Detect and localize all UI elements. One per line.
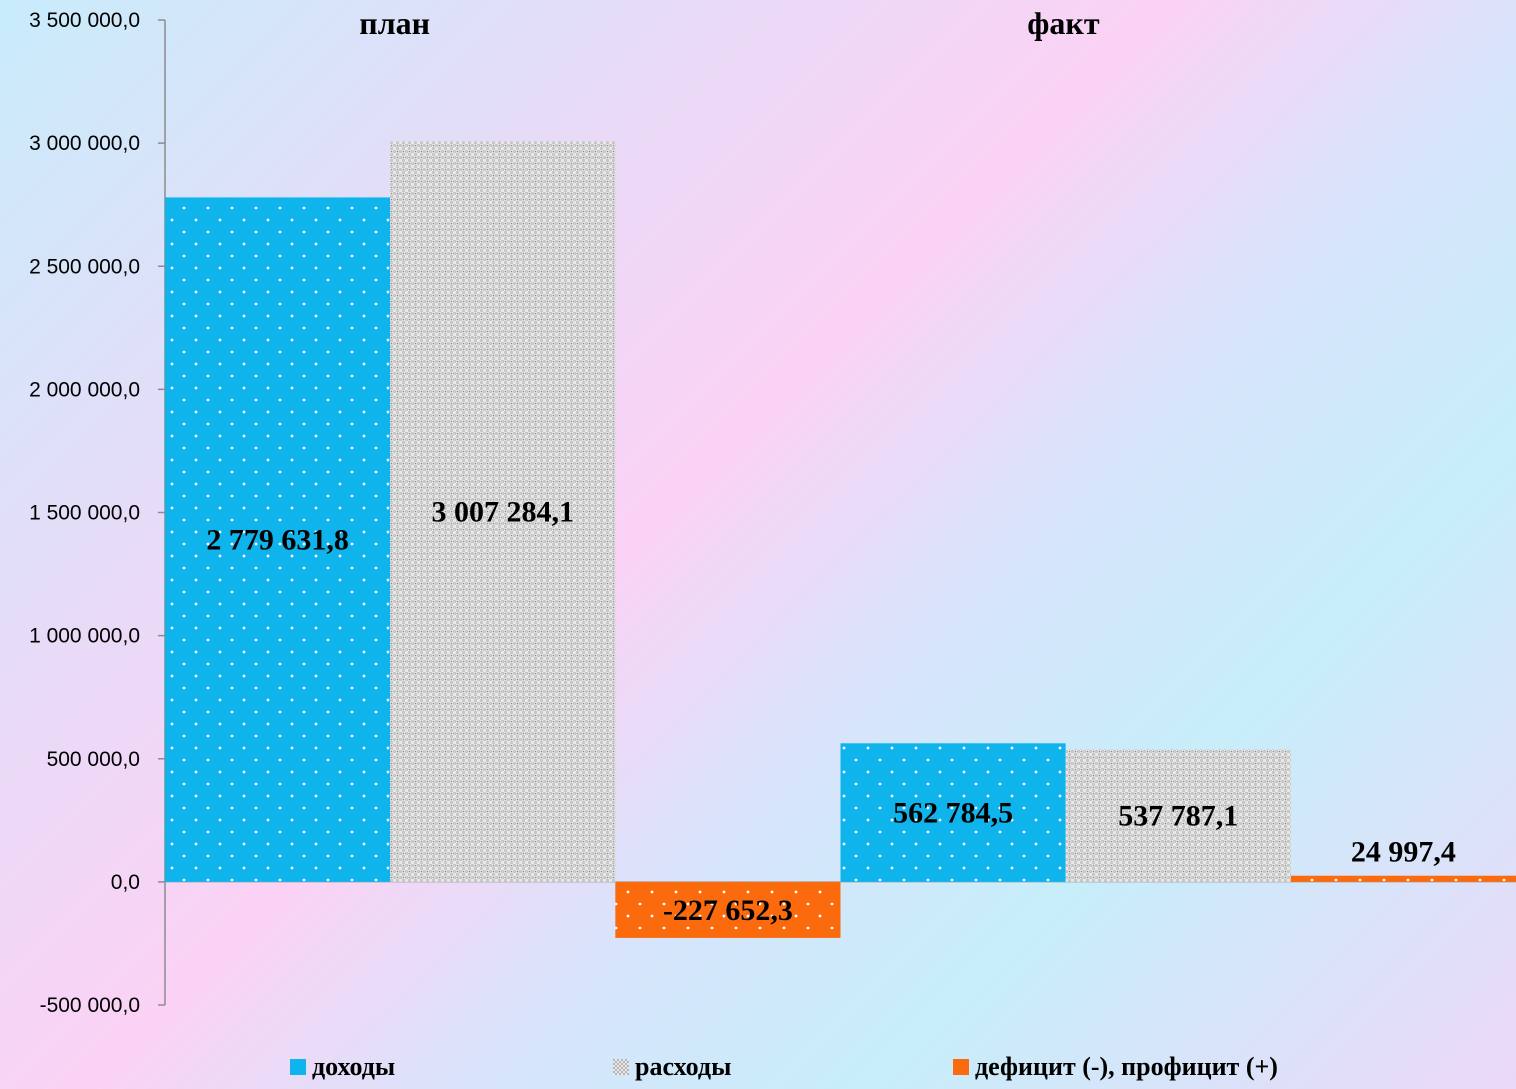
y-tick-label: 1 000 000,0: [29, 625, 140, 648]
y-tick-label: 2 500 000,0: [29, 255, 140, 278]
y-tick-label: 500 000,0: [47, 748, 140, 771]
group-titles: план факт: [359, 5, 1100, 41]
data-label: 3 007 284,1: [432, 496, 575, 529]
bars: [165, 141, 1516, 938]
legend-swatch: [613, 1059, 629, 1075]
legend-item: доходы: [290, 1052, 395, 1082]
bar: [390, 141, 616, 882]
legend-swatch: [953, 1059, 969, 1075]
data-label: 2 779 631,8: [206, 524, 349, 557]
y-tick-label: 3 000 000,0: [29, 132, 140, 155]
group-title: план: [359, 5, 430, 41]
bar: [1290, 875, 1516, 882]
y-tick-label: 2 000 000,0: [29, 378, 140, 401]
legend-label: доходы: [312, 1052, 396, 1081]
data-label: 24 997,4: [1351, 836, 1456, 869]
y-tick-label: 1 500 000,0: [29, 502, 140, 525]
bar: [615, 881, 841, 938]
legend-label: дефицит (-), профицит (+): [975, 1052, 1278, 1081]
y-axis: -500 000,0 0,0 500 000,0 1 000 000,0 1 500 0…: [29, 9, 1516, 1017]
data-label: 562 784,5: [893, 797, 1013, 830]
legend-swatch: [290, 1059, 306, 1075]
data-label: 537 787,1: [1118, 800, 1238, 833]
y-tick-label: 0,0: [111, 871, 140, 894]
legend-item: расходы: [613, 1052, 731, 1082]
bar: [165, 197, 391, 882]
y-tick-label: 3 500 000,0: [29, 9, 140, 32]
legend: доходы расходы дефицит (-), профицит (+): [0, 1052, 1516, 1088]
y-tick-label: -500 000,0: [40, 994, 140, 1017]
legend-item: дефицит (-), профицит (+): [953, 1052, 1278, 1082]
legend-label: расходы: [635, 1052, 732, 1081]
bar-chart: -500 000,0 0,0 500 000,0 1 000 000,0 1 500 0…: [29, 5, 1516, 1017]
bar: [1065, 749, 1291, 882]
data-label: -227 652,3: [663, 894, 793, 927]
group-title: факт: [1027, 5, 1100, 41]
bar: [840, 743, 1066, 882]
data-labels: 2 779 631,8 3 007 284,1 -227 652,3 562 784,…: [206, 496, 1456, 927]
